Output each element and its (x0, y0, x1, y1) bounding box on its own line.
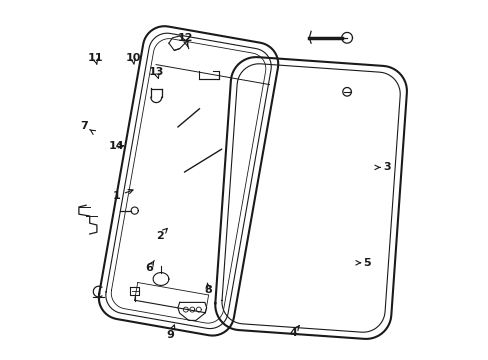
Text: 1: 1 (113, 191, 121, 201)
Text: 7: 7 (80, 121, 88, 131)
Text: 8: 8 (204, 285, 212, 295)
Text: 11: 11 (87, 53, 102, 63)
Polygon shape (215, 57, 406, 339)
Text: 9: 9 (166, 330, 174, 340)
Text: 5: 5 (363, 258, 370, 268)
Polygon shape (99, 26, 278, 336)
Text: 3: 3 (382, 162, 390, 172)
Text: 14: 14 (109, 141, 124, 151)
Text: 2: 2 (156, 231, 163, 241)
Text: 10: 10 (125, 53, 141, 63)
Text: 6: 6 (145, 263, 153, 273)
Text: 13: 13 (148, 67, 163, 77)
Text: 4: 4 (288, 328, 296, 338)
Text: 12: 12 (177, 33, 192, 43)
